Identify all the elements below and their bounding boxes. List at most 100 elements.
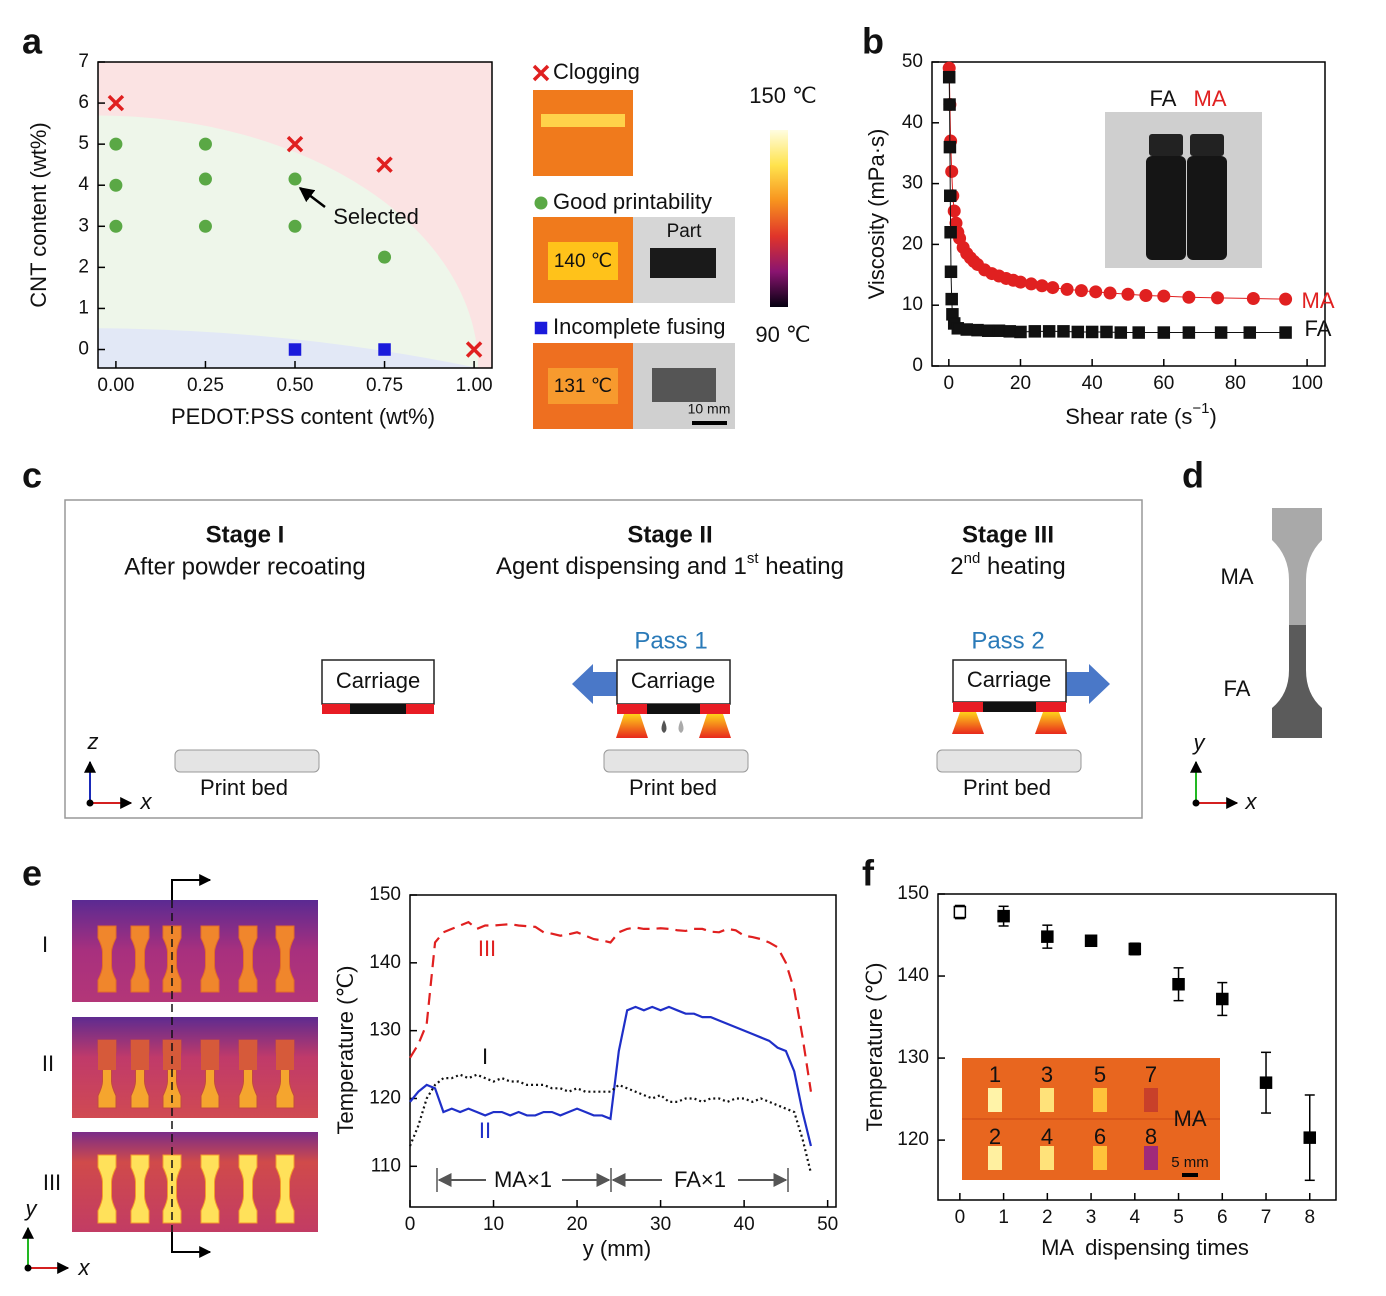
specimen: [238, 925, 258, 993]
point: [1214, 326, 1228, 339]
point: [378, 343, 391, 356]
x-tick-label: 20: [566, 1214, 587, 1235]
specimen: [130, 925, 150, 993]
x-axis-label: MA dispensing times: [1041, 1235, 1249, 1260]
label-part: ): [1209, 404, 1216, 429]
point: [1042, 325, 1056, 338]
specimen-top: [163, 1040, 181, 1070]
panel-label: a: [22, 21, 43, 62]
specimen: [97, 1154, 117, 1224]
vial: [1146, 156, 1186, 260]
point: [1060, 282, 1074, 296]
point: [944, 189, 957, 203]
legend-marker: [532, 64, 550, 82]
x-tick-label: 0: [955, 1207, 966, 1228]
point: [198, 219, 212, 233]
x-tick-label: 1: [998, 1207, 1009, 1228]
x-tick-label: 3: [1086, 1207, 1097, 1228]
specimen: [275, 1154, 295, 1224]
colorbar: [770, 130, 788, 307]
series-line: [409, 1005, 813, 1147]
droplet: [661, 720, 667, 733]
point: [107, 94, 125, 112]
panel-frame: [64, 499, 1143, 819]
subtitle-part: heating: [759, 553, 844, 580]
point: [1100, 325, 1113, 339]
y-tick-label: 0: [78, 339, 89, 360]
series-label: I: [482, 1044, 488, 1069]
x-tick-label: 40: [1082, 373, 1103, 394]
colorbar-label: 150 ℃: [749, 83, 817, 108]
axis-name: y: [24, 1196, 39, 1221]
pass-label: Pass 2: [971, 627, 1044, 654]
inset-number: 7: [1145, 1062, 1157, 1087]
y-axis-label: Temperature (℃): [862, 963, 887, 1132]
x-tick-label: 8: [1304, 1207, 1315, 1228]
subtitle-part: 2: [950, 553, 963, 580]
droplet: [678, 720, 684, 733]
y-tick-label: 7: [78, 51, 89, 72]
x-tick-label: 0: [405, 1214, 416, 1235]
specimen-ma: [1272, 508, 1322, 625]
point: [947, 204, 961, 218]
y-tick-label: 30: [902, 173, 923, 194]
point: [945, 292, 958, 306]
x-tick-label: 2: [1042, 1207, 1053, 1228]
stage-subtitle: After powder recoating: [124, 553, 365, 580]
printhead: [322, 704, 434, 714]
annotation: Selected: [333, 204, 419, 229]
point: [1024, 277, 1038, 291]
x-tick-label: 20: [1010, 373, 1031, 394]
point: [109, 178, 123, 192]
y-tick-label: 10: [902, 294, 923, 315]
x-tick-label: 0.50: [277, 375, 314, 396]
sample: [1093, 1088, 1107, 1112]
print-bed: [174, 749, 320, 773]
photo-label: Part: [667, 221, 703, 242]
panel-label: b: [862, 21, 884, 62]
panel-label: c: [22, 455, 42, 496]
point: [1035, 279, 1049, 293]
inset-number: 8: [1145, 1124, 1157, 1149]
carriage-label: Carriage: [631, 668, 715, 693]
direction-arrow: [1066, 664, 1110, 704]
specimen: [97, 925, 117, 993]
superscript: −1: [1192, 400, 1209, 417]
panel-label: e: [22, 853, 42, 894]
specimen: [275, 925, 295, 993]
direction-arrow: [572, 664, 617, 704]
point: [1089, 285, 1103, 299]
region-fusing: [98, 328, 479, 368]
axis-name: x: [140, 789, 153, 814]
point: [944, 225, 957, 239]
bed-label: Print bed: [963, 775, 1051, 800]
y-tick-label: 110: [371, 1155, 401, 1176]
point: [1216, 992, 1229, 1006]
y-tick-label: 6: [78, 92, 89, 113]
carriage-label: Carriage: [967, 667, 1051, 692]
y-axis-label: CNT content (wt%): [26, 122, 51, 307]
y-tick-label: 140: [897, 965, 929, 986]
point: [942, 70, 956, 84]
image-temperature: 131 ℃: [554, 376, 612, 397]
x-tick-label: 60: [1153, 373, 1174, 394]
thermal-hotspot: [548, 242, 618, 280]
point: [943, 98, 956, 111]
image-label: II: [42, 1051, 54, 1076]
x-axis-label: y (mm): [583, 1236, 651, 1261]
region-good: [98, 115, 479, 368]
point: [1014, 325, 1027, 339]
series-label: MA: [1302, 288, 1335, 313]
point: [1085, 325, 1099, 339]
series-label: FA: [1305, 316, 1332, 341]
point: [376, 156, 393, 173]
bed-label: Print bed: [200, 775, 288, 800]
point: [288, 219, 302, 233]
legend-marker: [534, 321, 548, 335]
axis-name: x: [1245, 789, 1258, 814]
x-tick-label: 100: [1291, 373, 1323, 394]
sample: [1040, 1088, 1054, 1112]
point: [1182, 326, 1196, 339]
point: [971, 323, 984, 337]
range-label: FA×1: [674, 1167, 726, 1192]
